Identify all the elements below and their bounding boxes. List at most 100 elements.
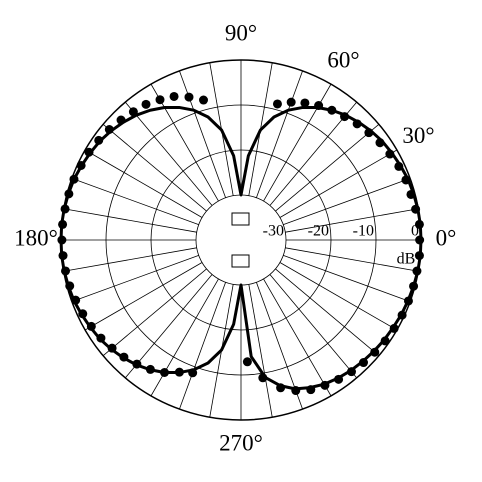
angle-tick-label: 30° — [402, 123, 434, 148]
angular-grid-line — [285, 208, 419, 233]
data-point — [96, 333, 106, 343]
data-point — [65, 281, 75, 291]
data-point — [169, 91, 179, 101]
data-point — [145, 364, 155, 374]
data-point — [306, 385, 316, 395]
data-point — [385, 149, 395, 159]
data-point — [380, 336, 390, 346]
data-point — [69, 174, 79, 184]
angle-tick-label: 270° — [219, 430, 263, 455]
angular-grid-line — [179, 70, 226, 198]
data-point — [141, 99, 151, 109]
data-point — [174, 367, 184, 377]
radial-grid-circle — [195, 194, 287, 286]
data-point — [300, 98, 310, 108]
data-point — [198, 95, 208, 105]
angle-tick-label: 0° — [436, 225, 457, 250]
mic-box — [231, 212, 250, 226]
data-point — [104, 125, 114, 135]
data-point — [406, 189, 416, 199]
data-point — [107, 343, 117, 353]
radial-axis-label: dB — [397, 251, 416, 268]
data-point — [394, 161, 404, 171]
data-point — [389, 323, 399, 333]
angular-grid-line — [124, 101, 213, 206]
angular-grid-line — [124, 274, 213, 379]
angle-tick-label: 60° — [327, 48, 359, 73]
data-point — [412, 266, 422, 276]
angular-grid-line — [275, 123, 380, 212]
data-point — [128, 107, 138, 117]
data-point — [403, 296, 413, 306]
angular-grid-line — [279, 149, 398, 218]
data-point — [184, 92, 194, 102]
data-point — [71, 295, 81, 305]
data-point — [286, 97, 296, 107]
data-point — [78, 309, 88, 319]
angular-grid-line — [71, 255, 199, 302]
data-point — [327, 105, 337, 115]
data-point — [116, 115, 126, 125]
data-point — [155, 95, 165, 105]
data-point — [409, 281, 419, 291]
data-point — [276, 383, 286, 393]
angular-grid-line — [279, 262, 398, 331]
angular-grid-line — [150, 278, 219, 397]
data-point — [314, 101, 324, 111]
radial-tick-label: -10 — [353, 223, 374, 240]
angular-grid-line — [71, 178, 199, 225]
data-point — [346, 367, 356, 377]
data-point — [84, 147, 94, 157]
angle-tick-label: 180° — [14, 225, 58, 250]
angular-grid-line — [102, 268, 207, 357]
angular-grid-line — [285, 247, 419, 272]
angular-grid-line — [63, 247, 197, 272]
data-point — [320, 380, 330, 390]
angular-grid-line — [283, 255, 411, 302]
angular-grid-line — [102, 123, 207, 212]
radial-tick-label: 0 — [411, 223, 419, 240]
data-point — [58, 251, 68, 261]
data-point — [57, 235, 67, 245]
angle-tick-label: 90° — [225, 20, 257, 45]
data-point — [401, 175, 411, 185]
angular-grid-line — [179, 282, 226, 410]
data-point — [60, 204, 70, 214]
data-point — [94, 135, 104, 145]
data-point — [414, 219, 424, 229]
angular-grid-line — [269, 274, 358, 379]
mic-box — [231, 254, 250, 268]
angular-grid-line — [256, 70, 303, 198]
angular-grid-line — [63, 208, 197, 233]
data-point — [242, 357, 252, 367]
data-point — [58, 219, 68, 229]
data-point — [414, 251, 424, 261]
data-point — [364, 128, 374, 138]
data-point — [272, 99, 282, 109]
data-point — [291, 386, 301, 396]
data-point — [76, 160, 86, 170]
angular-grid-line — [84, 149, 203, 218]
data-point — [160, 368, 169, 378]
angular-grid-line — [283, 178, 411, 225]
radial-tick-label: -20 — [308, 223, 329, 240]
data-point — [86, 321, 96, 331]
data-point — [415, 235, 425, 245]
data-point — [375, 138, 385, 148]
data-point — [64, 189, 74, 199]
angular-grid-line — [275, 268, 380, 357]
data-point — [258, 373, 268, 383]
radial-grid-circle — [105, 104, 377, 376]
data-point — [188, 368, 198, 378]
data-point — [119, 352, 129, 362]
data-point — [397, 310, 407, 320]
data-point — [334, 374, 344, 384]
angular-grid-line — [263, 278, 332, 397]
data-point — [359, 358, 369, 368]
angular-grid-line — [84, 262, 203, 331]
angular-grid-line — [248, 284, 273, 418]
data-point — [411, 204, 421, 214]
radial-tick-label: -30 — [263, 223, 284, 240]
data-point — [132, 359, 142, 369]
